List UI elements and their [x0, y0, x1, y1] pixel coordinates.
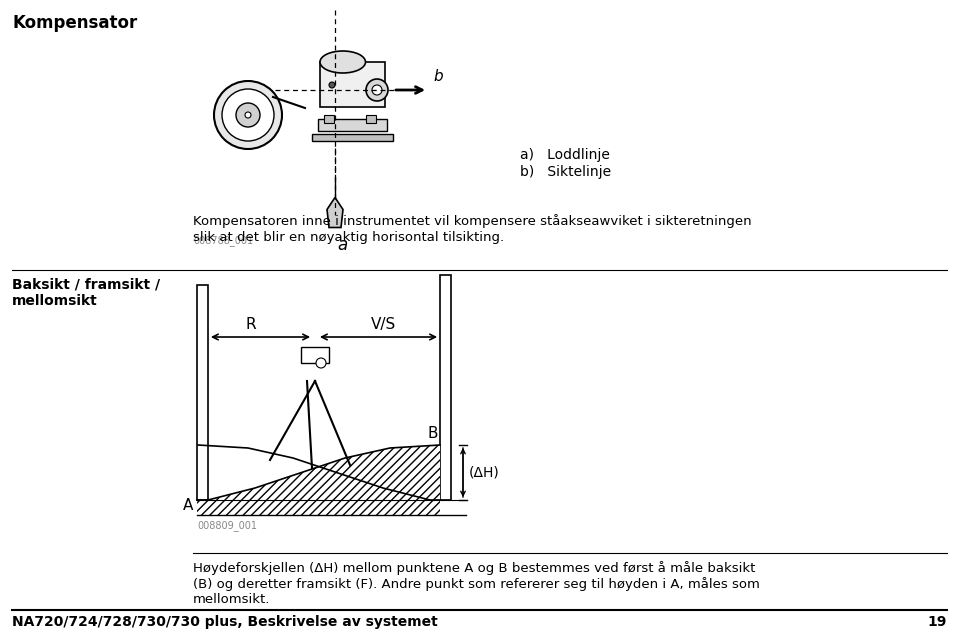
Text: 19: 19 [927, 615, 947, 629]
Bar [312, 133, 393, 140]
Ellipse shape [366, 79, 388, 101]
Text: 008788_001: 008788_001 [193, 235, 253, 246]
Text: (ΔH): (ΔH) [469, 466, 500, 480]
Text: Baksikt / framsikt /: Baksikt / framsikt / [12, 278, 160, 292]
Ellipse shape [245, 112, 251, 118]
Text: b: b [433, 69, 443, 84]
Text: slik at det blir en nøyaktig horisontal tilsikting.: slik at det blir en nøyaktig horisontal … [193, 231, 504, 244]
Ellipse shape [222, 89, 274, 141]
Bar [318, 119, 387, 131]
Text: B: B [428, 426, 438, 441]
Text: NA720/724/728/730/730 plus, Beskrivelse av systemet: NA720/724/728/730/730 plus, Beskrivelse … [12, 615, 437, 629]
Text: (B) og deretter framsikt (F). Andre punkt som refererer seg til høyden i A, måle: (B) og deretter framsikt (F). Andre punk… [193, 577, 760, 591]
Text: a)   Loddlinje: a) Loddlinje [520, 148, 610, 162]
Text: a: a [337, 235, 347, 253]
Bar [301, 347, 329, 363]
Ellipse shape [320, 51, 365, 73]
Text: b)   Siktelinje: b) Siktelinje [520, 165, 611, 179]
Text: mellomsikt.: mellomsikt. [193, 593, 270, 606]
Text: mellomsikt: mellomsikt [12, 294, 98, 308]
Text: Kompensator: Kompensator [12, 14, 137, 32]
Text: Kompensatoren inne i instrumentet vil kompensere ståakseawviket i sikteretningen: Kompensatoren inne i instrumentet vil ko… [193, 214, 752, 228]
Bar [366, 114, 376, 122]
Ellipse shape [316, 358, 326, 368]
Text: Høydeforskjellen (ΔH) mellom punktene A og B bestemmes ved først å måle baksikt: Høydeforskjellen (ΔH) mellom punktene A … [193, 561, 756, 575]
Text: A: A [182, 498, 193, 513]
Ellipse shape [236, 103, 260, 127]
Bar [320, 62, 385, 107]
Polygon shape [327, 198, 343, 228]
Ellipse shape [214, 81, 282, 149]
Text: V/S: V/S [371, 317, 396, 332]
Bar [197, 285, 208, 500]
Text: R: R [246, 317, 256, 332]
Ellipse shape [372, 85, 382, 95]
Text: 008809_001: 008809_001 [197, 520, 257, 531]
Polygon shape [197, 445, 440, 515]
Ellipse shape [329, 82, 335, 88]
Bar [324, 114, 334, 122]
Bar [440, 275, 451, 500]
